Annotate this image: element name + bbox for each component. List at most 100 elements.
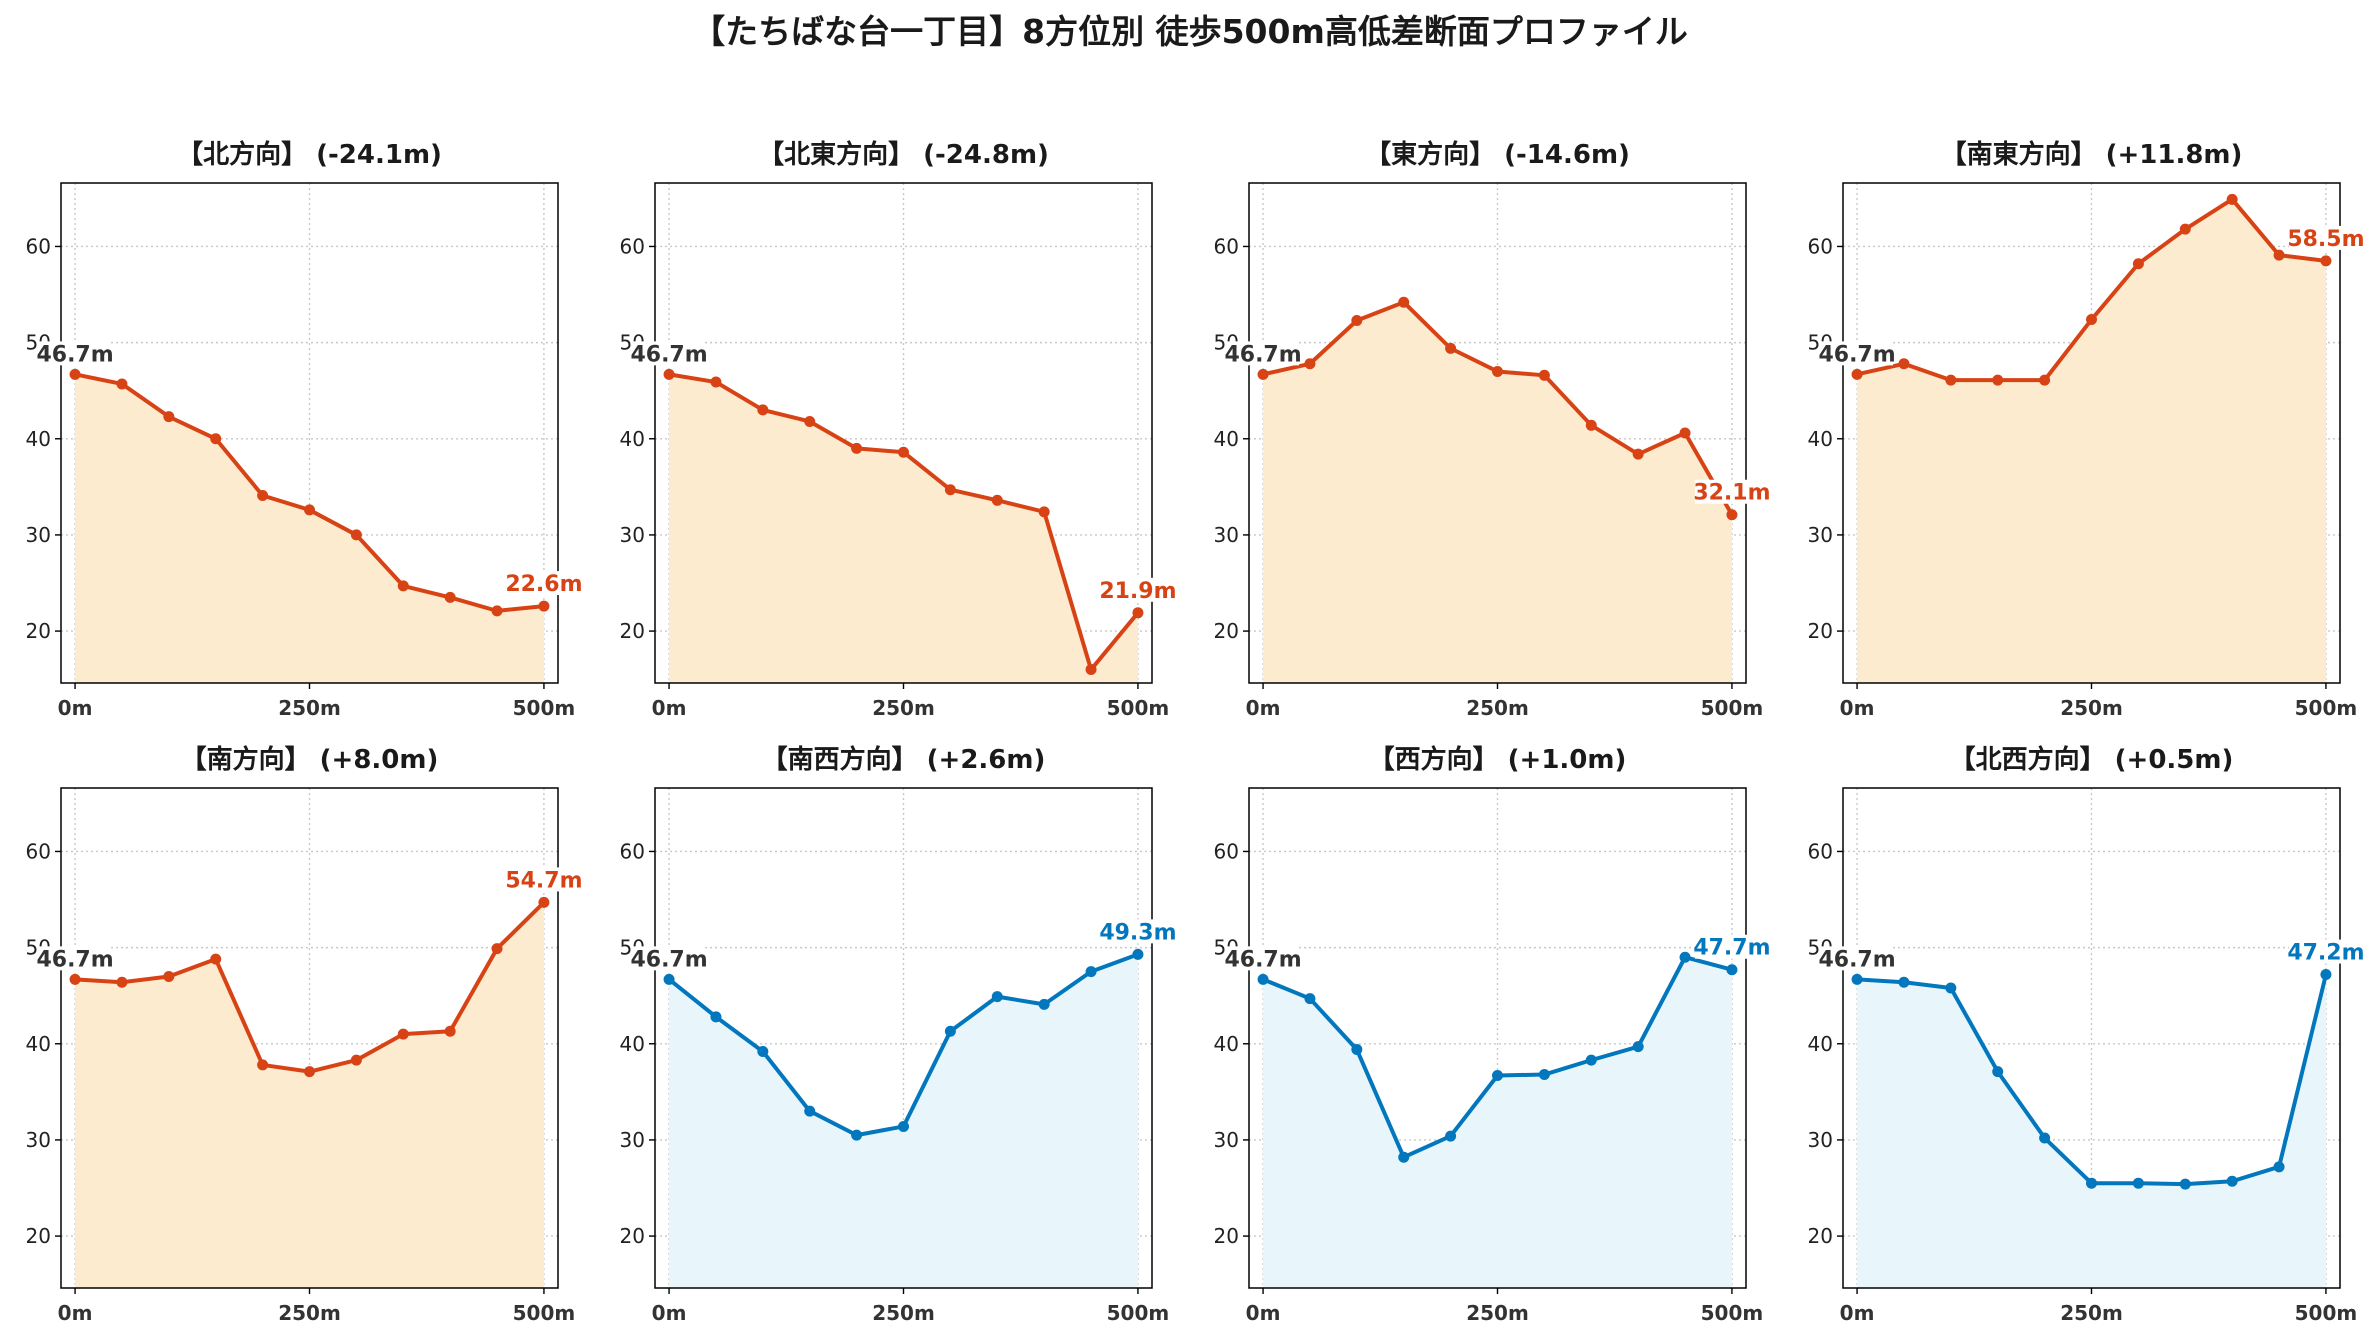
start-label-background xyxy=(39,946,112,971)
x-tick-label: 250m xyxy=(2060,1301,2123,1325)
elevation-point xyxy=(1898,358,1910,370)
end-elevation-label: 58.5m xyxy=(2287,227,2364,252)
elevation-point xyxy=(210,433,222,445)
elevation-point xyxy=(2226,193,2238,205)
x-tick-label: 500m xyxy=(2295,696,2358,720)
elevation-point xyxy=(1398,1151,1410,1163)
elevation-point xyxy=(1726,964,1738,976)
elevation-point xyxy=(538,896,550,908)
x-tick-label: 0m xyxy=(1840,1301,1875,1325)
end-elevation-label: 21.9m xyxy=(1099,579,1176,604)
start-label-background xyxy=(39,341,112,366)
x-tick-label: 500m xyxy=(513,696,576,720)
elevation-point xyxy=(1351,1044,1363,1056)
y-tick-label: 40 xyxy=(1808,1032,1833,1056)
x-tick-label: 250m xyxy=(278,696,341,720)
y-tick-label: 60 xyxy=(26,839,51,863)
end-label-background xyxy=(1100,577,1175,602)
end-label-background xyxy=(2288,939,2363,964)
chart-title: 【北西方向】 (+0.5m) xyxy=(1950,744,2234,775)
elevation-point xyxy=(1304,993,1316,1005)
y-tick-label: 40 xyxy=(26,1032,51,1056)
elevation-point xyxy=(944,484,956,496)
y-tick-label: 20 xyxy=(1808,1224,1833,1248)
elevation-point xyxy=(1726,509,1738,521)
elevation-point xyxy=(1132,948,1144,960)
y-tick-label: 30 xyxy=(26,523,51,547)
elevation-point xyxy=(2179,223,2191,235)
elevation-area-fill xyxy=(1857,199,2326,683)
elevation-area-fill xyxy=(75,902,544,1288)
x-tick-label: 500m xyxy=(1701,696,1764,720)
y-tick-label: 30 xyxy=(26,1128,51,1152)
start-elevation-label: 46.7m xyxy=(36,342,113,367)
y-tick-label: 60 xyxy=(620,839,645,863)
elevation-area-fill xyxy=(75,374,544,683)
elevation-point xyxy=(2179,1178,2191,1190)
elevation-point xyxy=(2039,1132,2051,1144)
figure-title: 【たちばな台一丁目】8方位別 徒歩500m高低差断面プロファイル xyxy=(692,12,1688,51)
x-tick-label: 500m xyxy=(2295,1301,2358,1325)
elevation-point xyxy=(1492,1070,1503,1081)
start-label-background xyxy=(1227,946,1300,971)
x-tick-label: 0m xyxy=(652,696,687,720)
elevation-point xyxy=(1398,296,1410,308)
elevation-point xyxy=(710,376,722,388)
elevation-point xyxy=(1992,1066,2004,1078)
y-tick-label: 20 xyxy=(26,619,51,643)
elevation-point xyxy=(1445,1130,1457,1142)
y-tick-label: 60 xyxy=(1808,234,1833,258)
y-tick-label: 20 xyxy=(620,619,645,643)
elevation-point xyxy=(1304,358,1316,370)
end-label-background xyxy=(506,571,581,596)
end-label-background xyxy=(506,867,581,892)
elevation-point xyxy=(1585,1054,1597,1066)
elevation-point xyxy=(210,953,222,965)
elevation-point xyxy=(851,1129,863,1141)
start-elevation-label: 46.7m xyxy=(630,342,707,367)
x-tick-label: 500m xyxy=(1107,1301,1170,1325)
chart-title: 【北方向】 (-24.1m) xyxy=(177,139,442,170)
elevation-point xyxy=(898,446,909,458)
elevation-point xyxy=(1632,1041,1644,1053)
start-label-background xyxy=(633,946,706,971)
y-tick-label: 30 xyxy=(1214,523,1239,547)
elevation-point xyxy=(350,1054,362,1066)
elevation-point xyxy=(116,378,128,390)
elevation-point xyxy=(2039,374,2051,386)
y-tick-label: 40 xyxy=(1214,427,1239,451)
y-tick-label: 60 xyxy=(1214,234,1239,258)
y-tick-label: 20 xyxy=(620,1224,645,1248)
end-elevation-label: 47.7m xyxy=(1693,936,1770,961)
elevation-point xyxy=(991,991,1003,1003)
elevation-point xyxy=(538,600,550,612)
end-elevation-label: 54.7m xyxy=(505,868,582,893)
elevation-point xyxy=(2132,1177,2144,1189)
elevation-point xyxy=(1585,419,1597,431)
elevation-area-fill xyxy=(669,954,1138,1288)
y-tick-label: 60 xyxy=(620,234,645,258)
elevation-point xyxy=(2273,249,2285,261)
end-elevation-label: 22.6m xyxy=(505,572,582,597)
elevation-point xyxy=(1851,973,1863,985)
x-tick-label: 250m xyxy=(2060,696,2123,720)
chart-title: 【西方向】 (+1.0m) xyxy=(1369,744,1627,775)
elevation-point xyxy=(1351,315,1363,326)
start-elevation-label: 46.7m xyxy=(630,947,707,972)
y-tick-label: 30 xyxy=(1214,1128,1239,1152)
end-elevation-label: 32.1m xyxy=(1693,481,1770,506)
elevation-point xyxy=(1257,973,1269,985)
elevation-point xyxy=(69,368,81,380)
chart-title: 【北東方向】 (-24.8m) xyxy=(758,139,1049,170)
elevation-point xyxy=(1038,506,1050,518)
y-tick-label: 60 xyxy=(1808,839,1833,863)
elevation-point xyxy=(304,1066,315,1078)
y-tick-label: 20 xyxy=(1214,619,1239,643)
elevation-point xyxy=(1445,342,1457,354)
elevation-point xyxy=(1132,607,1144,619)
elevation-point xyxy=(2226,1175,2238,1187)
